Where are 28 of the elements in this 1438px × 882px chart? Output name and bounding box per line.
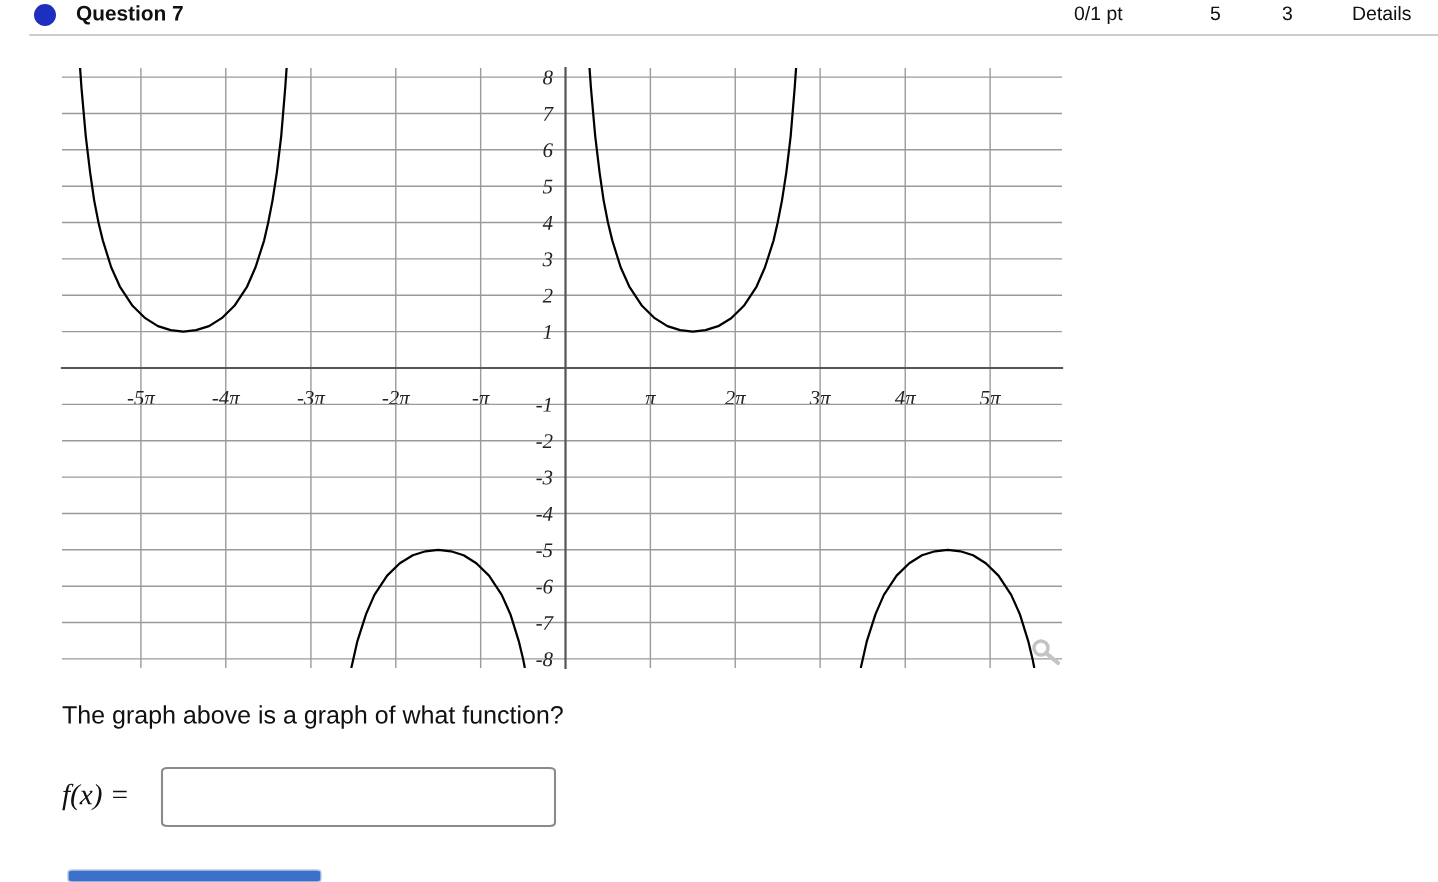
text: 0/1 pt (1074, 5, 1123, 25)
y-tick-label: -6 (536, 579, 553, 594)
text: The graph above is a graph of what function? (62, 705, 563, 729)
text: Question 7 (76, 5, 183, 25)
y-tick-label: 3 (542, 252, 553, 267)
line-series (350, 548, 526, 668)
y-tick-label: -5 (536, 543, 553, 558)
y-tick-label: 5 (542, 179, 553, 194)
y-tick-label: 1 (543, 325, 551, 339)
y-tick-label: -3 (536, 470, 553, 485)
x-tick-label: 4π (894, 390, 917, 405)
y-tick-label: 2 (542, 288, 553, 303)
text: 3 (1282, 6, 1292, 21)
y-tick-label: 6 (543, 143, 553, 158)
text: f(x) = (62, 783, 127, 811)
y-tick-label: -7 (536, 616, 554, 630)
y-tick-label: 7 (543, 107, 554, 121)
y-tick-label: 4 (542, 216, 553, 230)
y-tick-label: -4 (536, 506, 553, 521)
text: Details (1353, 5, 1411, 21)
text: 5 (1210, 6, 1220, 21)
y-tick-label: -8 (536, 652, 553, 667)
line-series (588, 68, 798, 333)
y-tick-label: -1 (536, 397, 551, 412)
y-tick-label: 8 (543, 70, 553, 85)
y-tick-label: -2 (536, 434, 553, 448)
line-series (79, 68, 288, 333)
x-tick-label: -4π (212, 390, 241, 405)
